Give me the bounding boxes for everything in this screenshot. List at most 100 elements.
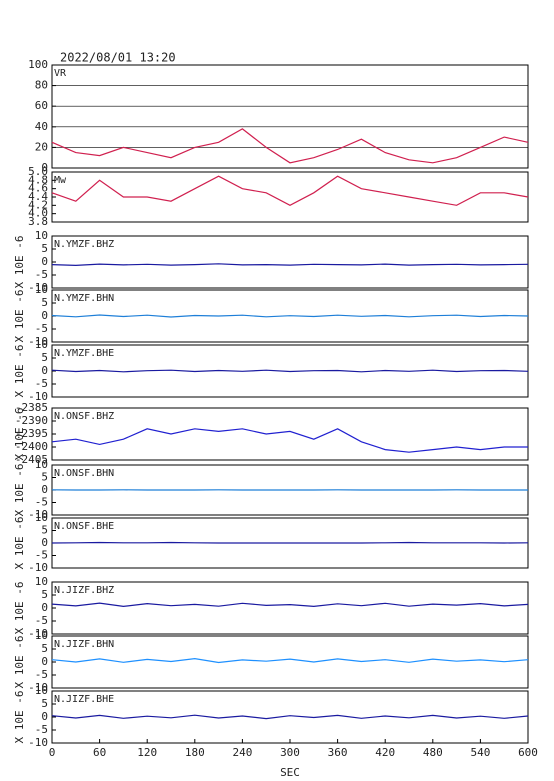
panel-label: Mw	[54, 175, 67, 186]
y-tick-label: 10	[35, 511, 48, 524]
y-tick-label: -5	[35, 496, 48, 509]
y-tick-label: 5.0	[28, 165, 48, 178]
panel-label: VR	[54, 68, 67, 79]
y-tick-label: 10	[35, 283, 48, 296]
panel-label: N.ONSF.BHE	[54, 521, 114, 532]
y-tick-label: 0	[41, 364, 48, 377]
series-line	[51, 428, 528, 453]
y-tick-label: 5	[41, 642, 48, 655]
panel-label: N.YMZF.BHZ	[54, 239, 114, 250]
y-tick-label: -10	[28, 335, 48, 348]
y-axis-label: X 10E -6	[13, 464, 26, 517]
y-tick-label: 4.4	[28, 190, 48, 203]
series-line	[51, 714, 529, 720]
y-tick-label: -10	[28, 508, 48, 521]
series-line	[51, 602, 529, 608]
series-line	[51, 128, 529, 164]
panel-label: N.YMZF.BHN	[54, 293, 114, 304]
y-axis-label: X 10E -6	[13, 408, 26, 461]
y-tick-label: -5	[35, 322, 48, 335]
y-tick-label: -5	[35, 377, 48, 390]
y-tick-label: -5	[35, 723, 48, 736]
y-tick-label: 0	[41, 710, 48, 723]
y-axis-label: X 10E -6	[13, 582, 26, 635]
y-tick-label: 0	[41, 601, 48, 614]
series-line	[51, 541, 529, 544]
y-tick-label: 0	[41, 161, 48, 174]
x-tick-label: 540	[470, 746, 490, 759]
y-tick-label: 0	[41, 655, 48, 668]
panel-label: N.YMZF.BHE	[54, 348, 114, 359]
series-line	[51, 314, 529, 318]
series-line	[51, 175, 529, 206]
y-tick-label: 0	[41, 255, 48, 268]
y-tick-label: -5	[35, 549, 48, 562]
y-axis-label: X 10E -6	[13, 517, 26, 570]
y-tick-label: 80	[35, 79, 48, 92]
y-tick-label: 5	[41, 471, 48, 484]
series-line	[51, 263, 529, 267]
y-tick-label: -10	[28, 390, 48, 403]
y-tick-label: 100	[28, 58, 48, 71]
y-tick-label: -5	[35, 268, 48, 281]
series-line	[51, 369, 529, 373]
panel-frame	[51, 407, 529, 461]
y-tick-label: 4.8	[28, 173, 48, 186]
y-tick-label: 10	[35, 458, 48, 471]
y-axis-label: X 10E -6	[13, 236, 26, 289]
y-tick-label: 10	[35, 684, 48, 697]
y-tick-label: 4.0	[28, 207, 48, 220]
y-tick-label: 40	[35, 120, 48, 133]
x-tick-label: 300	[280, 746, 300, 759]
y-tick-label: -10	[28, 681, 48, 694]
panel-label: N.ONSF.BHN	[54, 468, 114, 479]
y-tick-label: 3.8	[28, 215, 48, 228]
y-tick-label: 5	[41, 697, 48, 710]
panel-frame	[51, 581, 529, 635]
panel-label: N.ONSF.BHZ	[54, 411, 114, 422]
x-tick-label: 600	[518, 746, 538, 759]
y-tick-label: 5	[41, 524, 48, 537]
y-tick-label: 10	[35, 629, 48, 642]
panel-frame	[51, 690, 529, 744]
y-tick-label: 10	[35, 575, 48, 588]
y-tick-label: 4.6	[28, 182, 48, 195]
y-tick-label: 4.2	[28, 198, 48, 211]
chart-title: 2022/08/01 13:20	[60, 51, 176, 65]
series-line	[51, 657, 529, 664]
y-tick-label: 60	[35, 99, 48, 112]
panel-label: N.JIZF.BHZ	[54, 585, 114, 596]
y-axis-label: X 10E -6	[13, 345, 26, 398]
y-tick-label: -2390	[15, 414, 48, 427]
y-tick-label: -10	[28, 736, 48, 749]
panel-label: N.JIZF.BHE	[54, 694, 114, 705]
y-tick-label: 20	[35, 140, 48, 153]
y-tick-label: 5	[41, 242, 48, 255]
y-tick-label: -2405	[15, 453, 48, 466]
x-axis-label: SEC	[280, 766, 300, 779]
y-tick-label: 5	[41, 588, 48, 601]
y-axis-label: X 10E -6	[13, 290, 26, 343]
y-tick-label: 10	[35, 229, 48, 242]
y-tick-label: 5	[41, 351, 48, 364]
y-tick-label: 5	[41, 296, 48, 309]
x-tick-label: 0	[49, 746, 56, 759]
y-tick-label: -2385	[15, 401, 48, 414]
y-tick-label: -5	[35, 614, 48, 627]
x-tick-label: 60	[93, 746, 106, 759]
panel-frame	[51, 235, 529, 289]
x-tick-label: 480	[423, 746, 443, 759]
x-tick-label: 420	[375, 746, 395, 759]
y-tick-label: -2395	[15, 427, 48, 440]
y-axis-label: X 10E -6	[13, 636, 26, 689]
x-tick-label: 360	[328, 746, 348, 759]
y-tick-label: -2400	[15, 440, 48, 453]
x-tick-label: 180	[185, 746, 205, 759]
y-tick-label: -10	[28, 281, 48, 294]
panel-frame	[51, 64, 529, 169]
panel-label: N.JIZF.BHN	[54, 639, 114, 650]
y-axis-label: X 10E -6	[13, 691, 26, 744]
y-tick-label: -10	[28, 627, 48, 640]
y-tick-label: 0	[41, 483, 48, 496]
